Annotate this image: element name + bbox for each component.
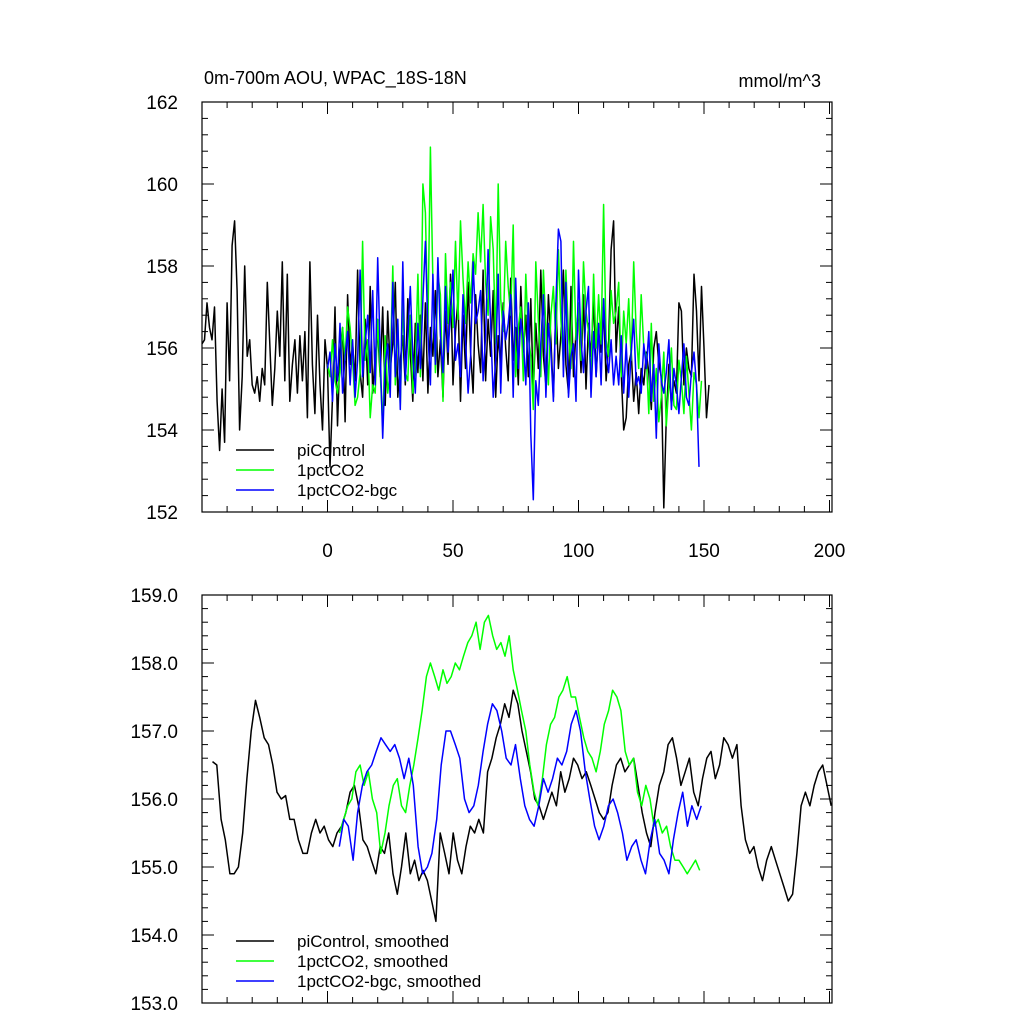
x-tick-label: 0 (322, 541, 333, 562)
bottom-plot-frame (201, 594, 833, 1004)
series-line-picontrol (201, 220, 710, 509)
legend-label: 1pctCO2-bgc (297, 481, 398, 500)
y-tick-label: 153.0 (130, 994, 178, 1015)
bottom-axis-ticks (202, 594, 832, 1004)
y-tick-label: 159.0 (130, 586, 178, 607)
y-tick-label: 160 (146, 175, 178, 196)
series-line-picontrol-smoothed (212, 689, 832, 923)
x-tick-label: 200 (814, 541, 846, 562)
bottom-y-tick-labels: 153.0 154.0 155.0 156.0 157.0 158.0 159.0 (130, 586, 178, 1015)
top-panel-units: mmol/m^3 (739, 71, 821, 91)
y-tick-label: 157.0 (130, 722, 178, 743)
bottom-series-lines (212, 614, 832, 923)
y-tick-label: 158 (146, 257, 178, 278)
y-tick-label: 154.0 (130, 926, 178, 947)
y-tick-label: 152 (146, 503, 178, 524)
legend-label: piControl, smoothed (297, 932, 449, 951)
y-tick-label: 156 (146, 339, 178, 360)
y-tick-label: 162 (146, 93, 178, 114)
series-line-1pctco2-bgc (326, 228, 700, 501)
top-axis-ticks (202, 101, 832, 513)
series-line-1pctco2-smoothed (338, 614, 701, 875)
top-plot-frame (201, 101, 833, 513)
legend-label: 1pctCO2, smoothed (297, 952, 448, 971)
y-tick-label: 154 (146, 421, 178, 442)
x-tick-label: 50 (442, 541, 463, 562)
bottom-panel: 153.0 154.0 155.0 156.0 157.0 158.0 159.0 piCo… (130, 586, 833, 1015)
x-tick-label: 100 (563, 541, 595, 562)
top-panel: 0m-700m AOU, WPAC_18S-18N mmol/m^3 15215… (146, 68, 845, 562)
top-panel-title: 0m-700m AOU, WPAC_18S-18N (204, 68, 467, 89)
legend-label: piControl (297, 441, 365, 460)
top-series-lines (201, 146, 710, 509)
y-tick-label: 158.0 (130, 654, 178, 675)
series-line-1pctco2 (326, 146, 703, 431)
series-line-1pctco2-bgc-smoothed (338, 703, 702, 875)
top-y-tick-labels: 152 154 156 158 160 162 (146, 93, 178, 524)
y-tick-label: 156.0 (130, 790, 178, 811)
x-tick-label: 150 (688, 541, 720, 562)
legend-label: 1pctCO2-bgc, smoothed (297, 972, 481, 991)
legend-label: 1pctCO2 (297, 461, 364, 480)
y-tick-label: 155.0 (130, 858, 178, 879)
top-x-tick-labels: 0 50 100 150 200 (322, 541, 845, 562)
